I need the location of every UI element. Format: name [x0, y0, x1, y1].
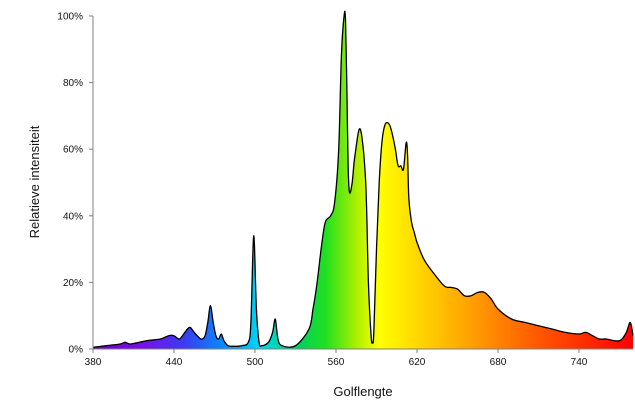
x-ticks: 380 440 500 560 620 680 740 — [85, 349, 588, 368]
y-tick-label: 0% — [69, 345, 84, 356]
x-tick-label: 680 — [490, 357, 507, 368]
x-tick-label: 560 — [328, 357, 345, 368]
spectrum-area — [93, 11, 633, 349]
x-tick-label: 380 — [85, 357, 102, 368]
y-tick-label: 100% — [57, 12, 83, 23]
plot-area — [92, 10, 634, 349]
x-tick-label: 440 — [166, 357, 183, 368]
spectrum-line — [92, 10, 634, 348]
x-tick-label: 740 — [571, 357, 588, 368]
y-ticks: 0% 20% 40% 60% 80% 100% — [57, 12, 93, 356]
x-tick-label: 500 — [247, 357, 264, 368]
axes — [92, 16, 633, 350]
x-axis-title: Golflengte — [333, 384, 392, 399]
x-tick-label: 620 — [409, 357, 426, 368]
y-axis-title: Relatieve intensiteit — [27, 125, 42, 238]
y-tick-label: 20% — [63, 278, 83, 289]
y-tick-label: 80% — [63, 78, 83, 89]
y-tick-label: 60% — [63, 145, 83, 156]
y-tick-label: 40% — [63, 211, 83, 222]
